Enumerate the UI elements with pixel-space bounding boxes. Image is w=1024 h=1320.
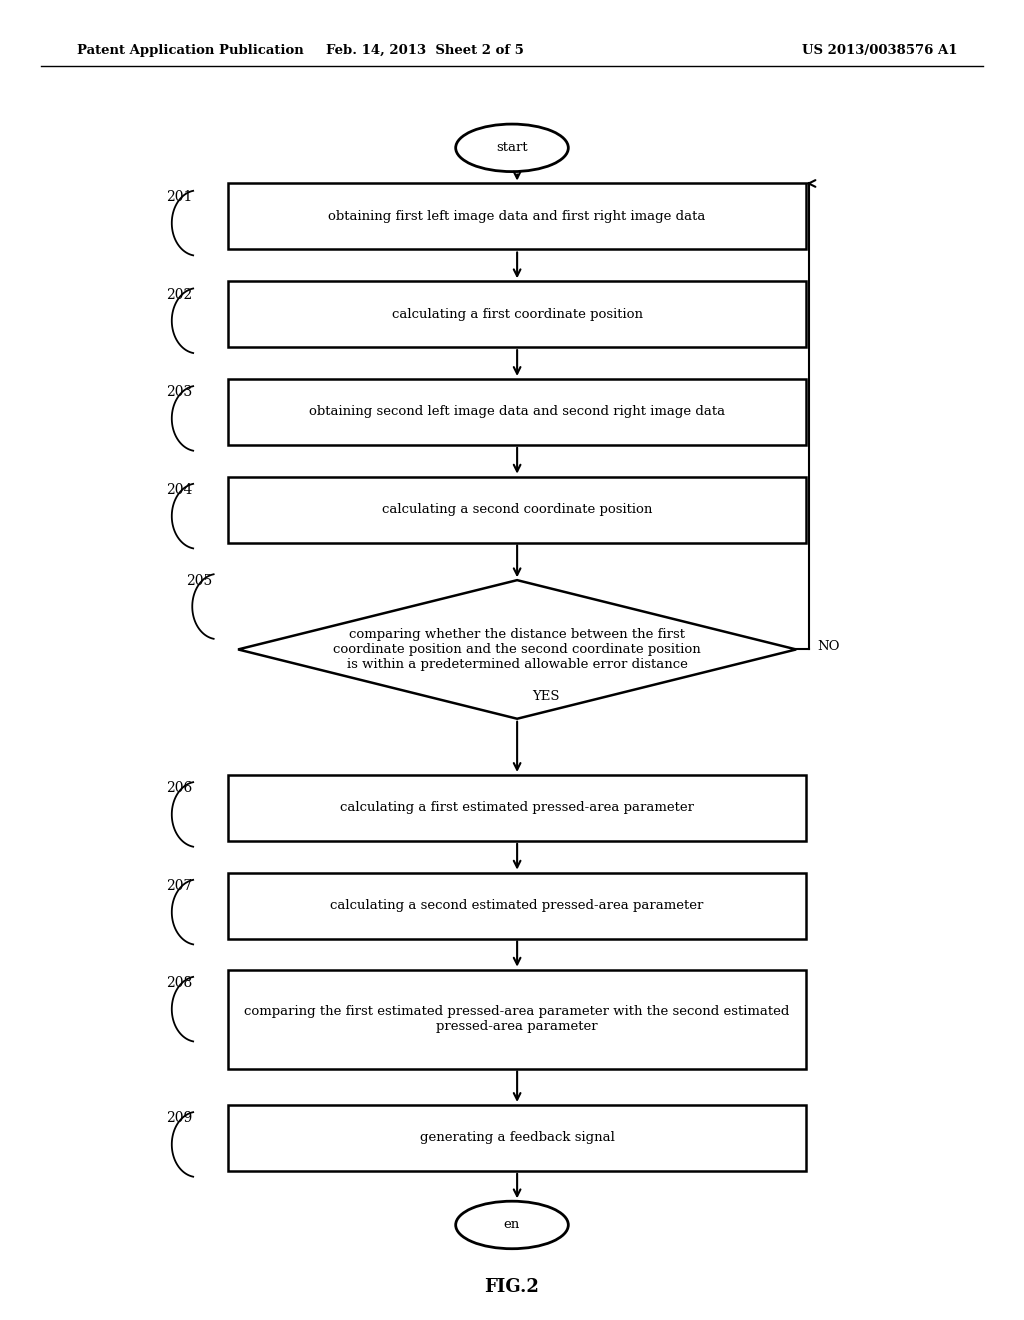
- Text: calculating a first coordinate position: calculating a first coordinate position: [391, 308, 643, 321]
- Text: generating a feedback signal: generating a feedback signal: [420, 1131, 614, 1144]
- Text: comparing whether the distance between the first
coordinate position and the sec: comparing whether the distance between t…: [333, 628, 701, 671]
- Ellipse shape: [456, 1201, 568, 1249]
- Text: calculating a second estimated pressed-area parameter: calculating a second estimated pressed-a…: [331, 899, 703, 912]
- Polygon shape: [238, 581, 797, 718]
- FancyBboxPatch shape: [228, 1105, 807, 1171]
- Text: 207: 207: [166, 879, 193, 894]
- FancyBboxPatch shape: [228, 969, 807, 1069]
- FancyBboxPatch shape: [228, 873, 807, 939]
- Text: 209: 209: [166, 1111, 193, 1126]
- Text: Feb. 14, 2013  Sheet 2 of 5: Feb. 14, 2013 Sheet 2 of 5: [326, 44, 524, 57]
- FancyBboxPatch shape: [228, 281, 807, 347]
- Text: 208: 208: [166, 977, 193, 990]
- Ellipse shape: [456, 124, 568, 172]
- Text: 204: 204: [166, 483, 193, 498]
- Text: Patent Application Publication: Patent Application Publication: [77, 44, 303, 57]
- Text: NO: NO: [817, 640, 840, 653]
- Text: FIG.2: FIG.2: [484, 1278, 540, 1296]
- Text: 205: 205: [186, 573, 213, 587]
- Text: 202: 202: [166, 288, 193, 302]
- Text: comparing the first estimated pressed-area parameter with the second estimated
p: comparing the first estimated pressed-ar…: [245, 1005, 790, 1034]
- Text: obtaining second left image data and second right image data: obtaining second left image data and sec…: [309, 405, 725, 418]
- FancyBboxPatch shape: [228, 477, 807, 543]
- Text: calculating a second coordinate position: calculating a second coordinate position: [382, 503, 652, 516]
- Text: 203: 203: [166, 385, 193, 400]
- FancyBboxPatch shape: [228, 183, 807, 249]
- Text: YES: YES: [532, 690, 560, 702]
- Text: US 2013/0038576 A1: US 2013/0038576 A1: [802, 44, 957, 57]
- Text: obtaining first left image data and first right image data: obtaining first left image data and firs…: [329, 210, 706, 223]
- Text: 206: 206: [166, 781, 193, 796]
- Text: start: start: [497, 141, 527, 154]
- Text: 201: 201: [166, 190, 193, 205]
- Text: calculating a first estimated pressed-area parameter: calculating a first estimated pressed-ar…: [340, 801, 694, 814]
- FancyBboxPatch shape: [228, 379, 807, 445]
- Text: en: en: [504, 1218, 520, 1232]
- FancyBboxPatch shape: [228, 775, 807, 841]
